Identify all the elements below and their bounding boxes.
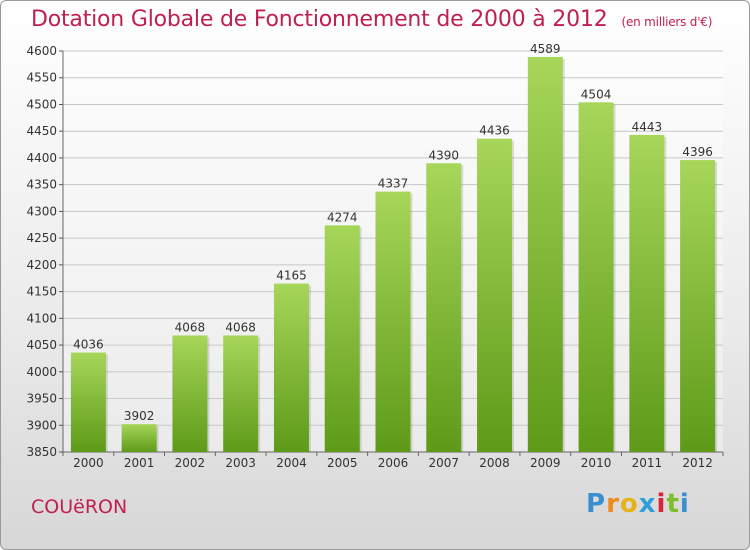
y-tick-label: 4000: [26, 365, 57, 379]
y-tick-label: 4500: [26, 97, 57, 111]
x-tick-label: 2009: [530, 456, 561, 470]
bar: [426, 163, 462, 452]
logo-letter: x: [638, 489, 657, 519]
bar: [273, 283, 309, 452]
data-label: 4068: [225, 320, 256, 334]
x-tick-label: 2007: [428, 456, 459, 470]
bar: [223, 335, 259, 452]
logo-letter: t: [666, 489, 680, 519]
x-tick-label: 2008: [479, 456, 510, 470]
bar: [527, 56, 563, 452]
data-label: 4589: [530, 42, 561, 56]
logo-letter: P: [586, 489, 607, 519]
y-tick-label: 3950: [26, 392, 57, 406]
proxiti-logo[interactable]: Proxiti: [586, 489, 690, 519]
x-tick-label: 2011: [632, 456, 663, 470]
bar: [477, 138, 513, 452]
data-label: 3902: [124, 409, 155, 423]
y-tick-label: 3900: [26, 418, 57, 432]
y-tick-label: 4550: [26, 71, 57, 85]
data-label: 4390: [428, 148, 459, 162]
y-tick-label: 4050: [26, 338, 57, 352]
bar: [680, 160, 716, 452]
logo-letter: r: [606, 489, 620, 519]
y-tick-label: 4350: [26, 178, 57, 192]
y-tick-label: 4600: [26, 44, 57, 58]
bar: [375, 191, 411, 452]
x-tick-label: 2004: [276, 456, 307, 470]
bar: [324, 225, 360, 452]
data-label: 4337: [378, 177, 409, 191]
data-label: 4436: [479, 124, 510, 138]
bar: [578, 102, 614, 452]
chart-title-text: Dotation Globale de Fonctionnement de 20…: [31, 7, 608, 32]
y-tick-label: 4100: [26, 311, 57, 325]
data-label: 4036: [73, 338, 104, 352]
y-tick-label: 4400: [26, 151, 57, 165]
data-label: 4165: [276, 269, 307, 283]
chart-unit: (en milliers d'€): [621, 15, 713, 29]
y-tick-label: 3850: [26, 445, 57, 459]
x-tick-label: 2002: [175, 456, 206, 470]
data-label: 4396: [682, 145, 713, 159]
data-label: 4274: [327, 210, 358, 224]
logo-letter: i: [656, 489, 667, 519]
x-tick-label: 2010: [581, 456, 612, 470]
logo-letter: i: [679, 489, 690, 519]
x-tick-label: 2001: [124, 456, 155, 470]
y-tick-label: 4150: [26, 285, 57, 299]
y-tick-label: 4250: [26, 231, 57, 245]
city-name: COUëRON: [31, 496, 128, 518]
y-tick-label: 4450: [26, 124, 57, 138]
data-label: 4068: [175, 320, 206, 334]
x-tick-label: 2000: [73, 456, 104, 470]
y-tick-label: 4200: [26, 258, 57, 272]
logo-letter: o: [619, 489, 639, 519]
bar: [70, 352, 106, 452]
y-tick-label: 4300: [26, 204, 57, 218]
bar: [629, 134, 665, 452]
x-tick-label: 2003: [225, 456, 256, 470]
data-label: 4504: [581, 87, 612, 101]
x-tick-label: 2005: [327, 456, 358, 470]
data-label: 4443: [632, 120, 663, 134]
bar: [121, 424, 157, 452]
chart-title: Dotation Globale de Fonctionnement de 20…: [31, 7, 712, 32]
x-tick-label: 2006: [378, 456, 409, 470]
bar: [172, 335, 208, 452]
x-tick-label: 2012: [682, 456, 713, 470]
